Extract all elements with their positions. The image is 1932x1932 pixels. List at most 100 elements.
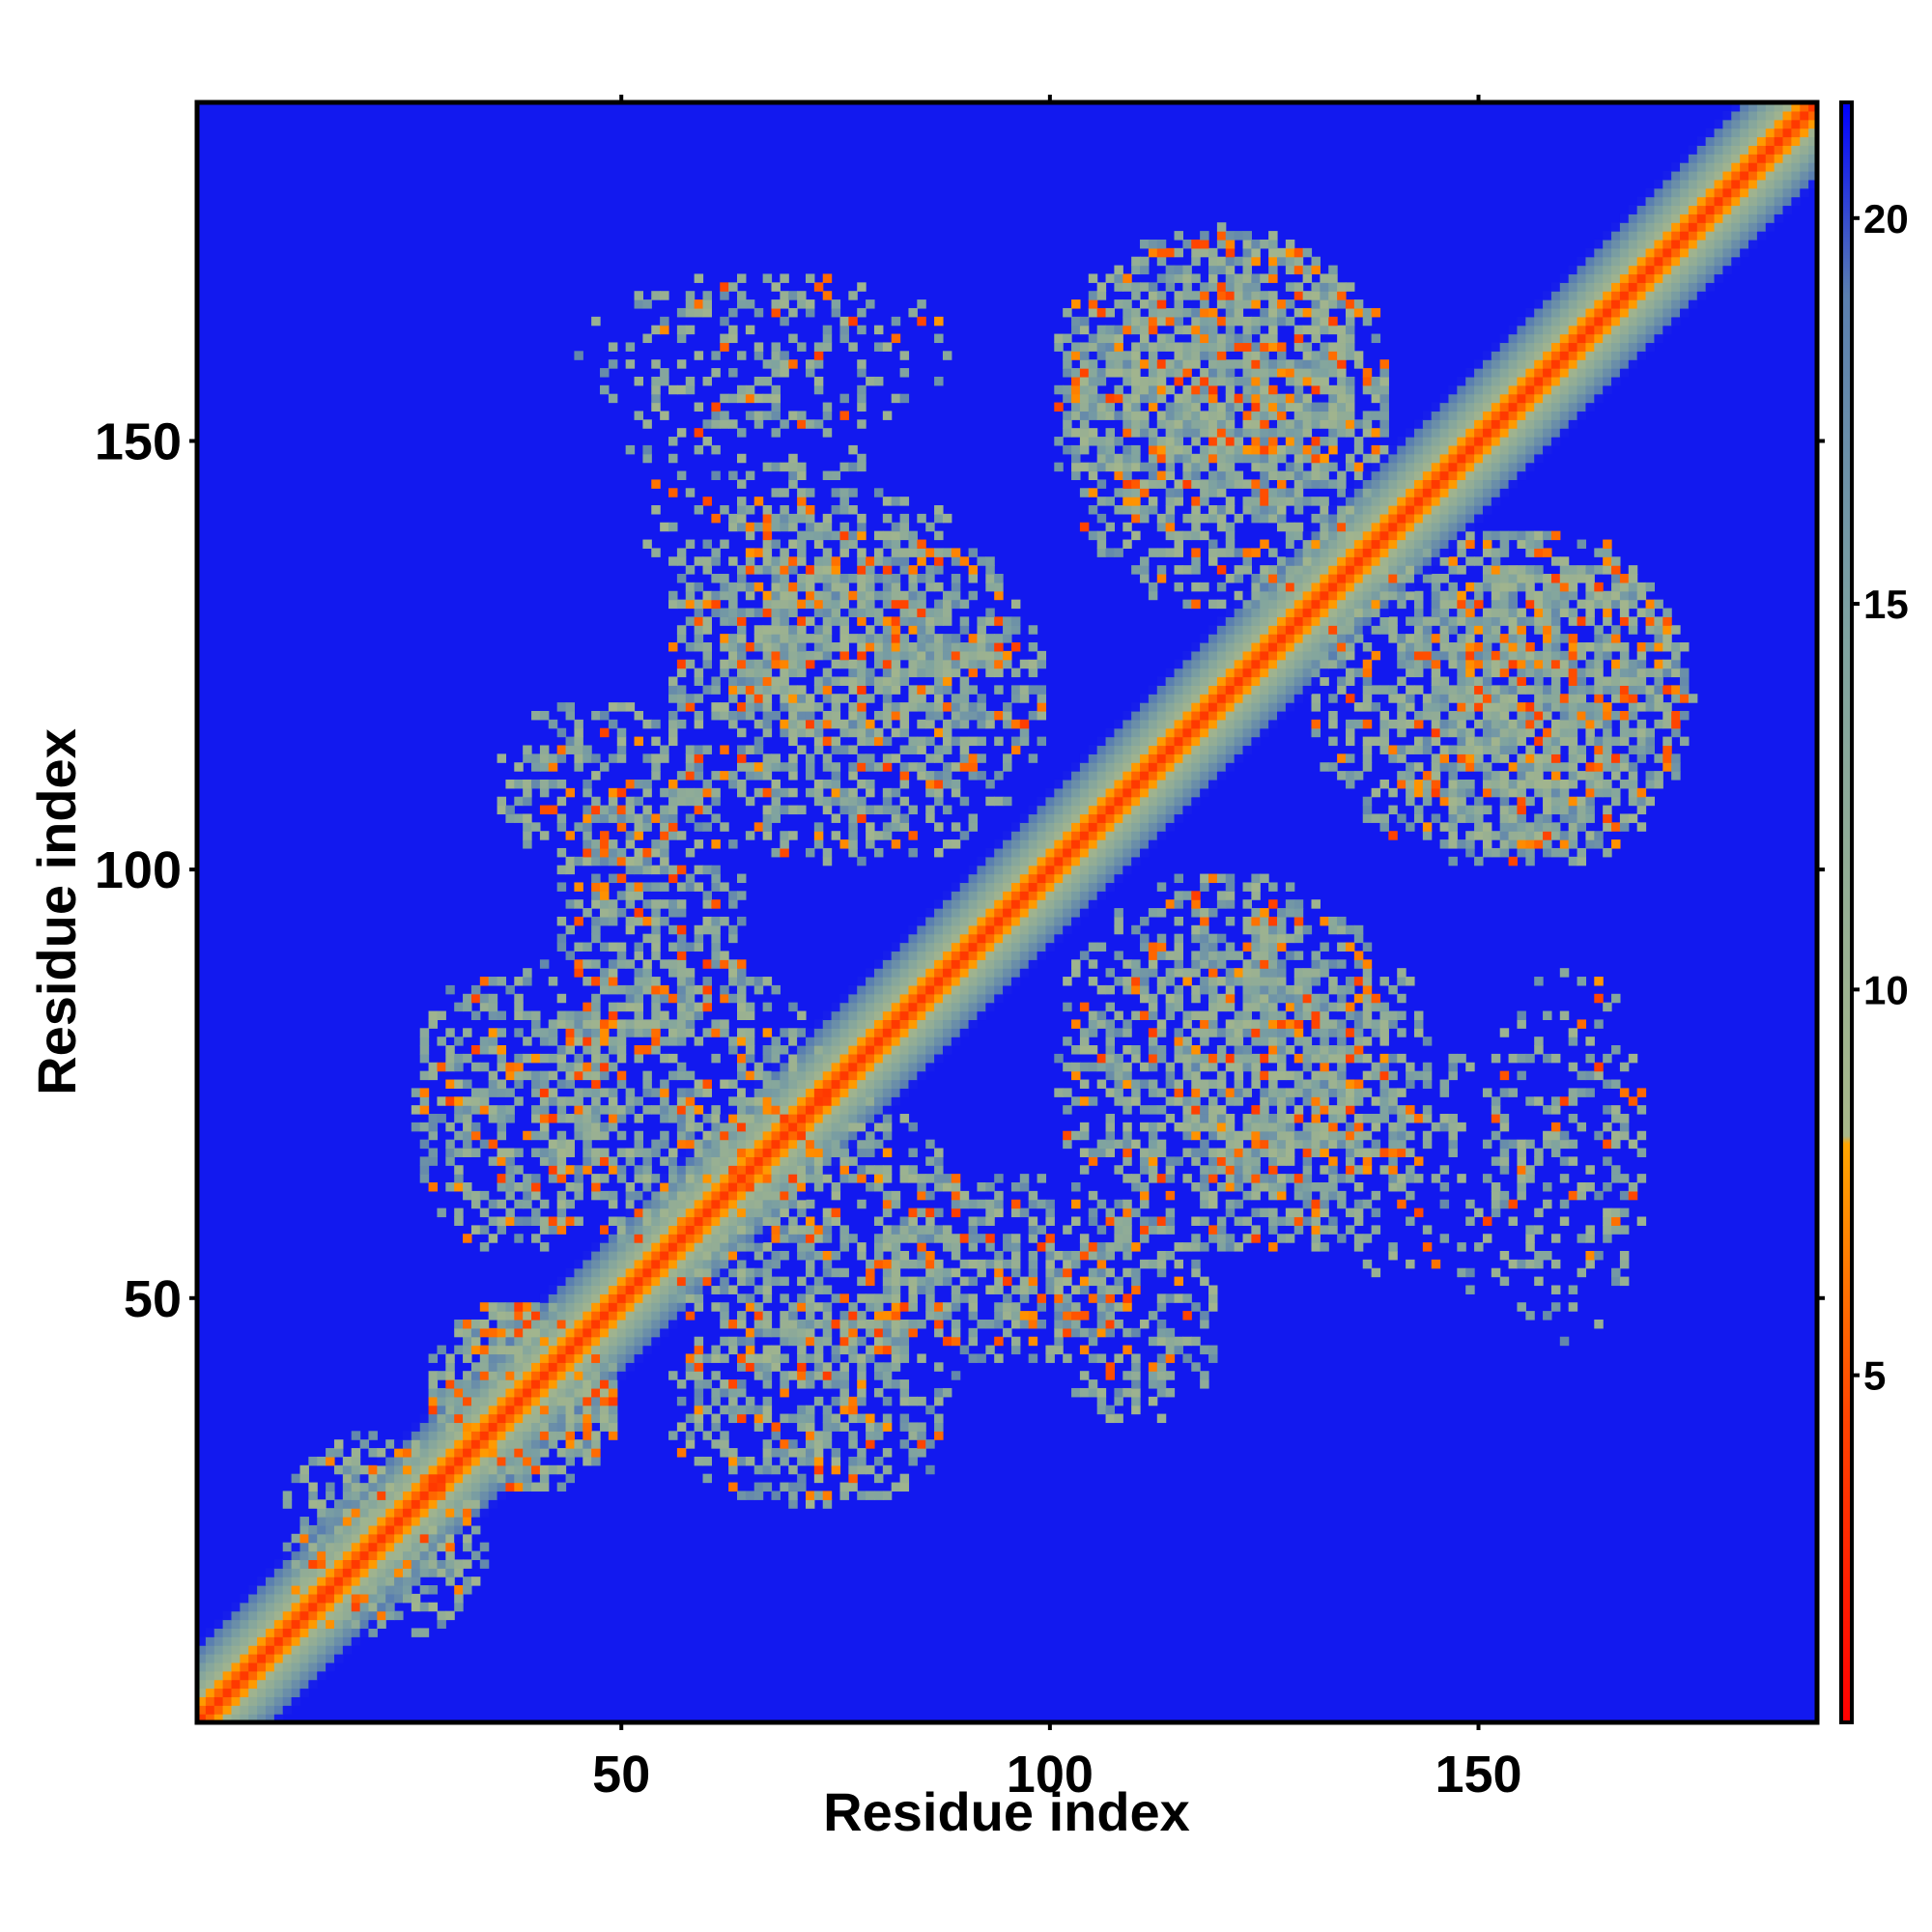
heatmap-cell bbox=[1131, 822, 1141, 832]
heatmap-cell bbox=[1045, 865, 1055, 875]
heatmap-cell bbox=[1251, 959, 1261, 969]
heatmap-cell bbox=[523, 1439, 532, 1449]
heatmap-cell bbox=[925, 1285, 935, 1294]
heatmap-cell bbox=[539, 1293, 550, 1303]
heatmap-cell bbox=[445, 1396, 455, 1406]
heatmap-cell bbox=[1568, 1037, 1578, 1046]
heatmap-cell bbox=[308, 1482, 318, 1492]
heatmap-cell bbox=[1096, 1387, 1107, 1398]
heatmap-cell bbox=[1019, 1182, 1030, 1192]
heatmap-cell bbox=[273, 1568, 284, 1577]
heatmap-cell bbox=[505, 1208, 515, 1218]
heatmap-cell bbox=[240, 1610, 249, 1621]
heatmap-cell bbox=[1585, 1165, 1595, 1175]
heatmap-cell bbox=[505, 1379, 515, 1389]
heatmap-cell bbox=[454, 1327, 464, 1338]
heatmap-cell bbox=[411, 1105, 421, 1115]
heatmap-cell bbox=[668, 1259, 678, 1269]
heatmap-cell bbox=[1216, 1105, 1227, 1115]
heatmap-cell bbox=[342, 1568, 353, 1577]
heatmap-cell bbox=[994, 1311, 1004, 1321]
heatmap-cell bbox=[411, 1088, 421, 1097]
heatmap-cell bbox=[437, 1387, 446, 1398]
heatmap-cell bbox=[1619, 1259, 1630, 1269]
heatmap-cell bbox=[720, 1242, 729, 1252]
heatmap-cell bbox=[1594, 1250, 1604, 1261]
heatmap-cell bbox=[1105, 984, 1116, 995]
heatmap-cell bbox=[1482, 831, 1492, 840]
heatmap-cell bbox=[488, 1199, 498, 1209]
heatmap-cell bbox=[591, 1070, 601, 1081]
heatmap-cell bbox=[333, 1439, 344, 1449]
heatmap-cell bbox=[728, 1345, 738, 1355]
heatmap-cell bbox=[1603, 1225, 1612, 1235]
heatmap-cell bbox=[240, 1619, 249, 1629]
heatmap-cell bbox=[333, 1585, 344, 1595]
heatmap-cell bbox=[1096, 1311, 1107, 1321]
heatmap-cell bbox=[1156, 942, 1167, 952]
heatmap-cell bbox=[1543, 1053, 1552, 1064]
heatmap-cell bbox=[454, 1345, 464, 1355]
heatmap-cell bbox=[634, 1234, 643, 1243]
heatmap-cell bbox=[737, 1456, 747, 1466]
heatmap-cell bbox=[291, 1473, 301, 1484]
heatmap-cell bbox=[1293, 984, 1304, 995]
heatmap-cell bbox=[1165, 1010, 1176, 1021]
heatmap-cell bbox=[676, 1174, 687, 1183]
heatmap-cell bbox=[1105, 1062, 1116, 1072]
heatmap-cell bbox=[745, 1045, 755, 1055]
heatmap-cell bbox=[1482, 839, 1492, 849]
heatmap-cell bbox=[1353, 1037, 1364, 1046]
heatmap-cell bbox=[556, 1130, 567, 1141]
heatmap-cell bbox=[1216, 1114, 1227, 1123]
heatmap-cell bbox=[634, 1114, 643, 1123]
heatmap-cell bbox=[463, 1396, 472, 1406]
heatmap-cell bbox=[608, 1336, 618, 1347]
heatmap-cell bbox=[1200, 1242, 1209, 1252]
heatmap-cell bbox=[1182, 1045, 1192, 1055]
heatmap-cell bbox=[1191, 1096, 1201, 1106]
heatmap-cell bbox=[1079, 908, 1090, 918]
heatmap-cell bbox=[762, 1028, 773, 1037]
heatmap-cell bbox=[660, 831, 669, 840]
heatmap-cell bbox=[1388, 1096, 1398, 1106]
heatmap-cell bbox=[1242, 1156, 1252, 1166]
heatmap-cell bbox=[1285, 1130, 1295, 1141]
heatmap-cell bbox=[394, 1508, 404, 1518]
heatmap-cell bbox=[882, 1362, 893, 1372]
heatmap-cell bbox=[1413, 1070, 1424, 1081]
heatmap-cell bbox=[1302, 1122, 1313, 1132]
heatmap-cell bbox=[848, 1464, 858, 1475]
heatmap-cell bbox=[642, 1250, 652, 1261]
heatmap-cell bbox=[831, 1250, 841, 1261]
heatmap-cell bbox=[299, 1473, 309, 1484]
heatmap-cell bbox=[1054, 882, 1064, 892]
heatmap-cell bbox=[1028, 1199, 1038, 1209]
heatmap-cell bbox=[385, 1593, 395, 1604]
heatmap-cell bbox=[702, 1148, 712, 1157]
heatmap-cell bbox=[600, 1122, 610, 1132]
heatmap-cell bbox=[608, 916, 618, 926]
heatmap-cell bbox=[1362, 1070, 1373, 1081]
heatmap-cell bbox=[1251, 891, 1261, 900]
heatmap-cell bbox=[925, 1062, 935, 1072]
heatmap-cell bbox=[445, 1156, 455, 1166]
heatmap-cell bbox=[857, 1319, 867, 1329]
heatmap-cell bbox=[1200, 1114, 1209, 1123]
heatmap-cell bbox=[1156, 1362, 1167, 1372]
heatmap-cell bbox=[1345, 1105, 1355, 1115]
heatmap-cell bbox=[1517, 1182, 1526, 1192]
heatmap-cell bbox=[282, 1705, 293, 1715]
heatmap-cell bbox=[333, 1568, 344, 1577]
heatmap-cell bbox=[1242, 924, 1252, 935]
heatmap-cell bbox=[813, 1028, 824, 1037]
heatmap-cell bbox=[676, 1250, 687, 1261]
heatmap-cell bbox=[753, 1327, 764, 1338]
heatmap-cell bbox=[539, 1302, 550, 1312]
heatmap-cell bbox=[694, 933, 704, 944]
heatmap-cell bbox=[231, 1636, 241, 1646]
heatmap-cell bbox=[1328, 1165, 1338, 1175]
heatmap-cell bbox=[600, 1148, 610, 1157]
heatmap-cell bbox=[1550, 1302, 1561, 1312]
heatmap-cell bbox=[866, 1045, 875, 1055]
